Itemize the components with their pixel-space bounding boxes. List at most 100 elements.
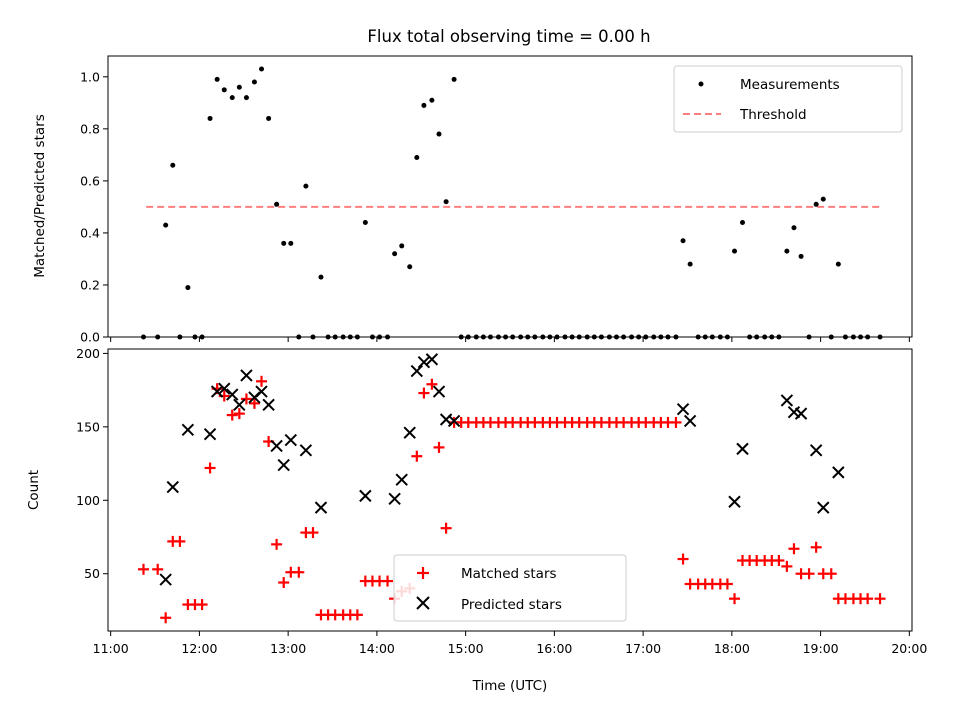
predicted-star-point — [159, 573, 172, 586]
matched-star-point — [803, 568, 815, 580]
predicted-star-point — [388, 492, 401, 506]
measurement-point — [784, 248, 790, 254]
x-tick-label: 12:00 — [181, 641, 217, 656]
x-tick-label: 16:00 — [536, 641, 572, 656]
predicted-star-point — [255, 385, 268, 398]
measurement-point — [251, 79, 257, 85]
measurement-point — [820, 196, 826, 202]
measurement-point — [392, 251, 398, 257]
bottom-panel: 50 100 150 200 11:00 12:00 13:00 14:00 15:00 16:… — [26, 346, 927, 694]
top-panel: 0.0 0.2 0.4 0.6 0.8 1.0 Matched/Predicted sta… — [32, 55, 913, 345]
matched-star-point — [351, 609, 363, 621]
top-y-tick-label: 0.4 — [80, 225, 100, 240]
predicted-star-point — [432, 385, 446, 398]
predicted-star-point — [425, 353, 439, 366]
matched-star-point — [729, 593, 741, 605]
matched-star-point — [426, 378, 438, 390]
predicted-star-point — [299, 444, 313, 457]
predicted-star-point — [270, 439, 283, 453]
matched-star-point — [278, 577, 290, 589]
measurement-point — [414, 154, 420, 160]
measurement-point — [221, 87, 227, 93]
top-y-tick-label: 0.6 — [80, 173, 100, 188]
predicted-star-point — [403, 426, 416, 439]
measurement-point — [243, 95, 249, 101]
top-y-tick-label: 1.0 — [80, 69, 100, 84]
measurement-point — [421, 102, 427, 108]
matched-star-point — [670, 416, 682, 428]
matched-star-point — [418, 387, 430, 399]
predicted-star-point — [277, 458, 290, 472]
matched-star-point — [382, 575, 394, 587]
matched-star-point — [307, 527, 319, 539]
legend-measurements-label: Measurements — [740, 77, 840, 93]
predicted-star-point — [203, 427, 217, 441]
matched-star-point — [248, 397, 260, 409]
x-tick-label: 13:00 — [270, 641, 306, 656]
matched-star-point — [781, 560, 793, 572]
measurement-point — [429, 97, 435, 103]
predicted-star-point — [233, 398, 246, 412]
bottom-legend: Matched stars Predicted stars — [393, 554, 627, 622]
legend-predicted-marker — [416, 596, 430, 610]
predicted-star-point — [218, 382, 231, 395]
predicted-star-point — [181, 423, 195, 436]
measurement-point — [274, 201, 280, 207]
measurement-point — [399, 243, 405, 249]
top-axes-frame — [107, 55, 913, 338]
top-y-tick-label: 0.0 — [80, 330, 100, 345]
top-y-tick-label: 0.8 — [80, 121, 100, 136]
measurement-point — [303, 183, 309, 189]
matched-star-point — [721, 578, 733, 590]
matched-star-point — [240, 393, 252, 405]
legend-matched-label: Matched stars — [461, 566, 557, 582]
matched-star-point — [174, 535, 186, 547]
measurement-point — [207, 115, 213, 121]
measurement-point — [740, 220, 746, 226]
predicted-star-point — [809, 444, 823, 457]
matched-star-point — [152, 563, 164, 575]
top-y-tick-label: 0.2 — [80, 277, 100, 292]
matched-star-point — [160, 612, 172, 624]
matched-star-point — [411, 450, 423, 462]
measurement-point — [451, 76, 457, 82]
predicted-star-point — [417, 356, 431, 369]
measurement-point — [281, 240, 287, 246]
measurement-point — [732, 248, 738, 254]
matched-star-point — [256, 375, 268, 387]
x-tick-label: 20:00 — [891, 641, 927, 656]
legend-threshold-label: Threshold — [739, 107, 807, 123]
matched-star-point — [862, 593, 874, 605]
measurement-point — [835, 261, 841, 267]
predicted-star-point — [314, 501, 328, 514]
predicted-star-point — [262, 398, 275, 412]
measurement-point — [229, 95, 235, 101]
bottom-legend-box — [393, 554, 627, 622]
predicted-star-point — [728, 495, 741, 508]
predicted-star-point — [226, 388, 239, 401]
matched-star-point — [677, 553, 689, 565]
predicted-star-point — [736, 442, 749, 456]
top-legend-box — [673, 65, 903, 133]
measurement-point — [798, 253, 804, 259]
matched-star-point — [293, 566, 305, 578]
matched-star-point — [271, 538, 283, 550]
x-tick-label: 11:00 — [93, 641, 129, 656]
measurement-point — [436, 131, 442, 137]
bottom-y-axis-label: Count — [26, 470, 42, 510]
measurement-point — [163, 222, 169, 228]
matched-star-point — [233, 408, 245, 420]
predicted-star-point — [284, 433, 298, 447]
predicted-star-point — [359, 489, 372, 503]
measurement-point — [362, 220, 368, 226]
bottom-y-tick-label: 50 — [84, 566, 100, 581]
x-tick-label: 17:00 — [625, 641, 661, 656]
x-tick-label: 14:00 — [359, 641, 395, 656]
predicted-star-point — [780, 394, 794, 407]
predicted-star-point — [395, 473, 408, 486]
matched-star-point — [788, 543, 800, 555]
predicted-star-point — [794, 407, 808, 420]
chart-title: Flux total observing time = 0.00 h — [367, 27, 650, 46]
measurement-point — [288, 240, 294, 246]
predicted-star-point — [166, 480, 179, 494]
